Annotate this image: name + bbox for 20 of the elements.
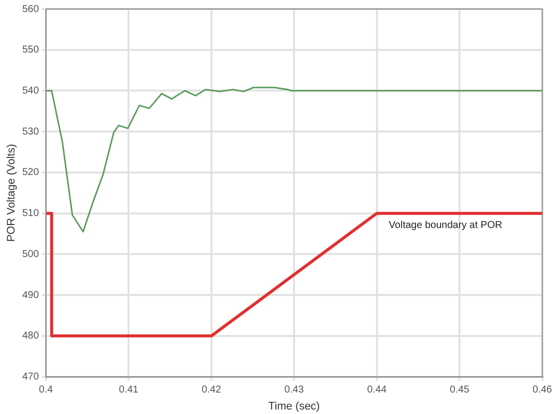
x-tick-label: 0.41: [118, 384, 139, 396]
y-tick-label: 560: [22, 4, 40, 15]
x-tick-label: 0.44: [367, 384, 387, 396]
x-axis-title: Time (sec): [268, 400, 320, 412]
series-label: Voltage boundary at POR: [388, 220, 502, 232]
y-tick-label: 520: [22, 167, 40, 178]
x-tick-label: 0.4: [38, 384, 54, 396]
y-tick-label: 530: [22, 126, 40, 138]
y-tick-label: 550: [22, 44, 40, 56]
y-axis-title: POR Voltage (Volts): [6, 144, 18, 242]
y-tick-label: 540: [22, 85, 40, 96]
y-tick-label: 510: [22, 208, 40, 220]
x-tick-label: 0.46: [532, 384, 552, 396]
y-tick-label: 490: [22, 290, 40, 301]
y-tick-label: 470: [22, 372, 40, 383]
y-tick-label: 480: [22, 330, 40, 342]
y-tick-label: 500: [22, 248, 40, 260]
x-tick-label: 0.42: [202, 384, 222, 396]
x-tick-label: 0.45: [450, 384, 470, 396]
x-tick-label: 0.43: [284, 384, 304, 396]
